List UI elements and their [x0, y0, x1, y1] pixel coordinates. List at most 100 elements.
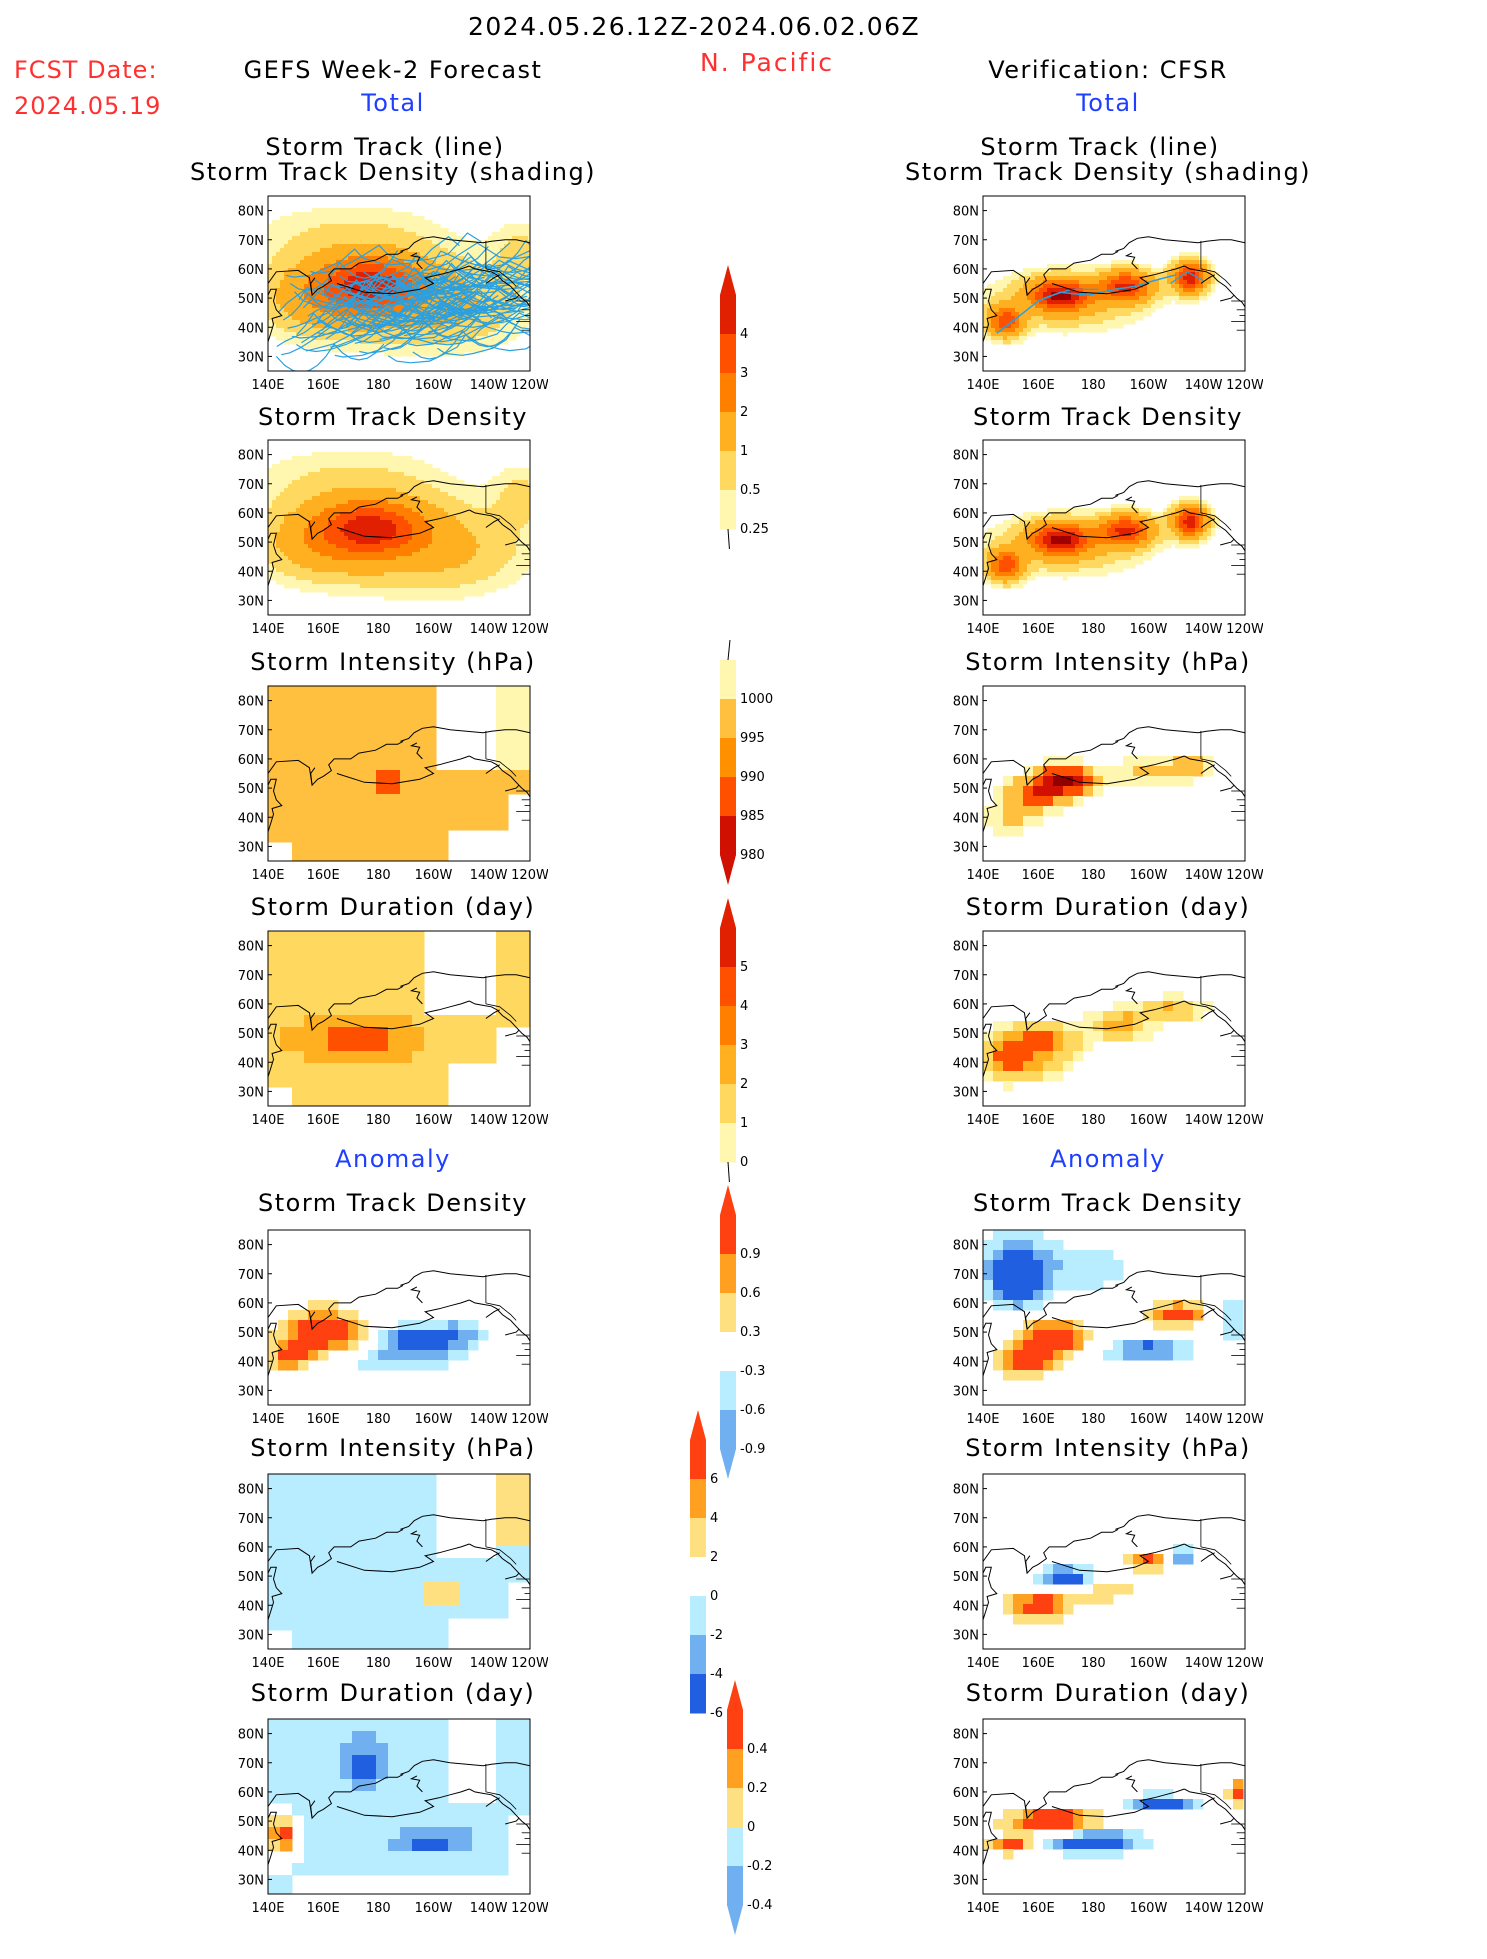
lon-tick-label: 180	[366, 1113, 391, 1128]
right-track-shading-title: Storm Track Density (shading)	[905, 158, 1311, 186]
lat-tick-label: 60N	[238, 1297, 264, 1312]
right-anomaly-label: Anomaly	[1050, 1145, 1166, 1173]
lat-tick-label: 30N	[953, 1873, 979, 1888]
lon-tick-label: 140E	[251, 1656, 284, 1671]
colorbar-label: -2	[710, 1628, 723, 1643]
lon-tick-label: 160W	[415, 1656, 453, 1671]
lon-tick-label: 160W	[1130, 622, 1168, 637]
lon-tick-label: 180	[1081, 1901, 1106, 1916]
lat-tick-label: 60N	[238, 1786, 264, 1801]
colorbar-label: 2	[710, 1550, 718, 1565]
lat-tick-label: 70N	[238, 969, 264, 984]
lon-tick-label: 160E	[1022, 1412, 1055, 1427]
lon-tick-label: 160W	[1130, 1113, 1168, 1128]
lon-tick-label: 160E	[307, 622, 340, 637]
lat-tick-label: 70N	[238, 478, 264, 493]
lon-tick-label: 160W	[1130, 1412, 1168, 1427]
right-duration-title: Storm Duration (day)	[966, 893, 1251, 921]
colorbar-label: 0.2	[747, 1781, 768, 1796]
lon-tick-label: 180	[1081, 868, 1106, 883]
lon-tick-label: 160E	[307, 1901, 340, 1916]
lon-tick-label: 120W	[511, 1412, 548, 1427]
lon-tick-label: 180	[1081, 378, 1106, 393]
lat-tick-label: 50N	[953, 1027, 979, 1042]
fcst-label: FCST Date:	[14, 56, 158, 84]
colorbar-label: 4	[710, 1511, 718, 1526]
lon-tick-label: 120W	[1226, 622, 1263, 637]
lon-tick-label: 160W	[415, 622, 453, 637]
right-anom-intensity-title: Storm Intensity (hPa)	[965, 1434, 1250, 1462]
lon-tick-label: 140E	[966, 1901, 999, 1916]
lon-tick-label: 160W	[415, 1412, 453, 1427]
lon-tick-label: 120W	[511, 622, 548, 637]
lat-tick-label: 70N	[238, 1757, 264, 1772]
lat-tick-label: 40N	[953, 321, 979, 336]
lon-tick-label: 180	[366, 378, 391, 393]
lat-tick-label: 30N	[953, 594, 979, 609]
colorbar-label: 1000	[740, 692, 773, 707]
lat-tick-label: 30N	[953, 1085, 979, 1100]
date-range-title: 2024.05.26.12Z-2024.06.02.06Z	[468, 12, 920, 41]
lon-tick-label: 140E	[966, 1113, 999, 1128]
colorbar-label: -0.4	[747, 1898, 772, 1913]
lat-tick-label: 30N	[238, 1384, 264, 1399]
lon-tick-label: 180	[1081, 1412, 1106, 1427]
lat-tick-label: 80N	[238, 1483, 264, 1498]
lon-tick-label: 140W	[1185, 1901, 1223, 1916]
intensity-total-colorbar: 1000 995 990 985 980	[720, 640, 800, 909]
lon-tick-label: 160E	[1022, 868, 1055, 883]
lat-tick-label: 40N	[238, 1056, 264, 1071]
lat-tick-label: 80N	[238, 940, 264, 955]
colorbar-label: 995	[740, 731, 765, 746]
left-anom-intensity-title: Storm Intensity (hPa)	[250, 1434, 535, 1462]
lat-tick-label: 80N	[238, 695, 264, 710]
lat-tick-label: 70N	[238, 234, 264, 249]
lat-tick-label: 70N	[953, 1512, 979, 1527]
colorbar-label: -6	[710, 1706, 723, 1721]
lat-tick-label: 40N	[238, 811, 264, 826]
colorbar-label: 3	[740, 1038, 748, 1053]
lat-tick-label: 30N	[238, 350, 264, 365]
lat-tick-label: 80N	[238, 1728, 264, 1743]
lat-tick-label: 30N	[238, 1873, 264, 1888]
lon-tick-label: 160E	[307, 1412, 340, 1427]
lon-tick-label: 180	[366, 1901, 391, 1916]
right-column-title: Verification: CFSR	[988, 56, 1228, 84]
lat-tick-label: 50N	[953, 1570, 979, 1585]
lat-tick-label: 60N	[953, 998, 979, 1013]
left-column-title: GEFS Week-2 Forecast	[244, 56, 543, 84]
right-total-label: Total	[1076, 89, 1140, 117]
lon-tick-label: 120W	[511, 1656, 548, 1671]
colorbar-label: 990	[740, 770, 765, 785]
lat-tick-label: 60N	[953, 753, 979, 768]
lon-tick-label: 140W	[1185, 1656, 1223, 1671]
lon-tick-label: 140E	[251, 378, 284, 393]
lat-tick-label: 70N	[953, 1268, 979, 1283]
lon-tick-label: 160W	[1130, 1901, 1168, 1916]
colorbar-label: 985	[740, 809, 765, 824]
lon-tick-label: 160W	[415, 378, 453, 393]
colorbar-label: 6	[710, 1472, 718, 1487]
colorbar-label: 980	[740, 848, 765, 863]
colorbar-label: 0.4	[747, 1742, 768, 1757]
lon-tick-label: 160E	[1022, 1901, 1055, 1916]
right-anom-duration-title: Storm Duration (day)	[966, 1679, 1251, 1707]
colorbar-label: 2	[740, 1077, 748, 1092]
lon-tick-label: 160E	[1022, 1113, 1055, 1128]
lon-tick-label: 120W	[511, 1901, 548, 1916]
lat-tick-label: 70N	[953, 234, 979, 249]
lat-tick-label: 50N	[953, 292, 979, 307]
lat-tick-label: 60N	[238, 998, 264, 1013]
lat-tick-label: 60N	[238, 1541, 264, 1556]
colorbar-label: 5	[740, 960, 748, 975]
left-intensity-title: Storm Intensity (hPa)	[250, 648, 535, 676]
lon-tick-label: 140W	[1185, 622, 1223, 637]
lon-tick-label: 120W	[1226, 378, 1263, 393]
lat-tick-label: 60N	[953, 1786, 979, 1801]
left-anomaly-label: Anomaly	[335, 1145, 451, 1173]
lon-tick-label: 140W	[470, 1412, 508, 1427]
lon-tick-label: 160E	[307, 868, 340, 883]
